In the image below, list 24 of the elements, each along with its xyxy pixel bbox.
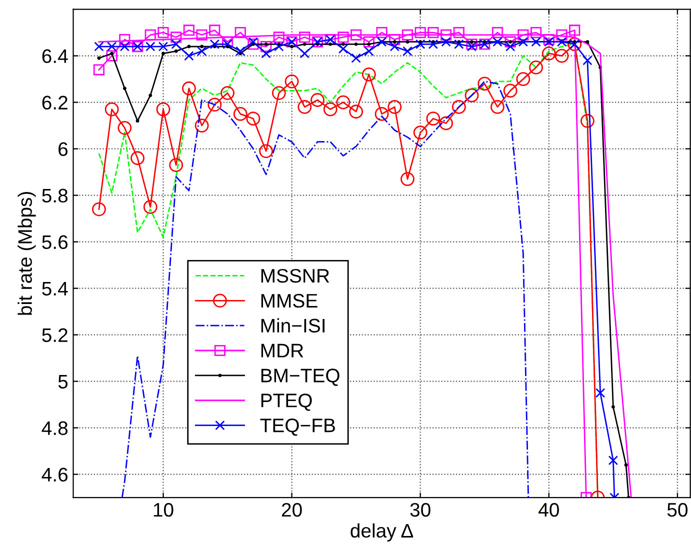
y-tick-label: 5 <box>58 375 68 389</box>
legend-label: MSSNR <box>261 268 330 283</box>
x-tick-label: 30 <box>410 502 430 517</box>
y-tick-label: 5.6 <box>42 235 68 250</box>
y-tick-label: 4.6 <box>42 468 68 482</box>
x-tick-label: 50 <box>667 502 688 517</box>
y-tick-label: 6.2 <box>42 96 68 110</box>
legend-label: PTEQ <box>261 394 312 411</box>
x-tick-label: 10 <box>154 502 174 517</box>
legend-label: MMSE <box>261 294 318 308</box>
y-tick-label: 6 <box>58 142 68 156</box>
legend-label: MDR <box>261 344 304 358</box>
x-tick-label: 40 <box>538 502 559 517</box>
y-tick-label: 5.8 <box>42 188 68 203</box>
x-axis-title: delay Δ <box>350 523 414 542</box>
y-tick-label: 6.4 <box>42 49 68 64</box>
legend-label: BM−TEQ <box>261 368 340 386</box>
y-tick-label: 5.2 <box>42 328 68 342</box>
y-axis-title: bit rate (Mbps) <box>18 192 36 315</box>
legend-label: TEQ−FB <box>260 418 335 436</box>
legend-label: Min−ISI <box>261 318 324 333</box>
x-tick-label: 20 <box>282 502 302 517</box>
y-tick-label: 5.4 <box>42 282 68 296</box>
y-tick-label: 4.8 <box>42 421 68 436</box>
